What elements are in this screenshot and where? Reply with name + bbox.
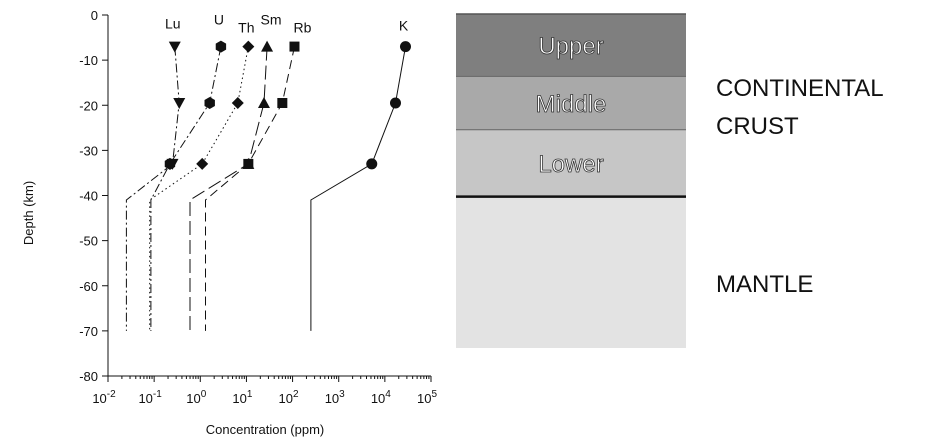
series-label: Th: [238, 20, 254, 36]
mantle-label: MANTLE: [716, 271, 813, 298]
triangle-up-marker: [261, 40, 274, 52]
series-lu: Lu: [125, 16, 186, 331]
triangle-up-marker: [257, 96, 270, 108]
square-marker: [243, 158, 254, 169]
series-label: Lu: [165, 16, 181, 32]
layer-lower: Lower: [456, 129, 686, 197]
plot-axes: 0 -10 -20 -30 -40 -50 -60 -70 -80 10-2 10-1 100 101 1…: [79, 8, 437, 406]
y-tick-label: -10: [79, 53, 98, 68]
y-axis-label: Depth (km): [21, 181, 36, 245]
series-k: K: [310, 18, 411, 331]
series-line: [150, 46, 222, 331]
layer-mantle: [456, 196, 686, 348]
y-tick-label: 0: [91, 8, 98, 23]
series-line: [125, 46, 180, 331]
circle-marker: [399, 41, 411, 53]
x-tick-label: 100: [186, 389, 206, 406]
x-tick-label: 105: [417, 389, 437, 406]
series-line: [205, 46, 295, 331]
y-tick-label: -50: [79, 234, 98, 249]
series-th: Th: [149, 20, 255, 331]
diamond-marker: [196, 157, 209, 170]
y-tick-label: -70: [79, 324, 98, 339]
x-tick-label: 101: [232, 389, 252, 406]
continental-crust-label-line2: CRUST: [716, 113, 799, 140]
series-sm: Sm: [189, 12, 282, 331]
layer-band: [456, 196, 686, 348]
series-label: K: [399, 18, 409, 34]
plot-series: Lu U Th Sm Rb K: [125, 12, 411, 331]
layer-band: [456, 129, 686, 197]
series-line: [149, 46, 249, 331]
layer-column: Upper Middle Lower: [456, 13, 686, 348]
layer-band: [456, 14, 686, 77]
y-tick-label: -20: [79, 98, 98, 113]
diamond-marker: [231, 96, 244, 109]
x-axis-label: Concentration (ppm): [206, 422, 325, 437]
series-label: Rb: [294, 20, 312, 36]
y-tick-label: -40: [79, 189, 98, 204]
hexagon-marker: [204, 96, 215, 109]
series-label: Sm: [261, 12, 282, 28]
x-tick-label: 103: [325, 389, 345, 406]
layer-middle: Middle: [456, 76, 686, 130]
series-label: U: [214, 12, 224, 28]
layer-label: Upper: [538, 33, 603, 60]
x-tick-label: 104: [371, 389, 391, 406]
series-line: [310, 46, 406, 331]
diamond-marker: [242, 40, 255, 53]
square-marker: [277, 97, 288, 108]
continental-crust-label-line1: CONTINENTAL: [716, 75, 884, 102]
y-tick-label: -30: [79, 143, 98, 158]
y-tick-label: -80: [79, 369, 98, 384]
triangle-down-marker: [168, 41, 181, 53]
x-tick-label: 102: [279, 389, 299, 406]
hexagon-marker: [215, 40, 227, 53]
hexagon-marker: [164, 157, 176, 170]
x-tick-label: 10-2: [92, 389, 116, 406]
triangle-down-marker: [173, 97, 186, 109]
square-marker: [289, 41, 300, 52]
circle-marker: [366, 158, 378, 170]
y-tick-label: -60: [79, 279, 98, 294]
circle-marker: [389, 97, 401, 109]
series-rb: Rb: [205, 20, 312, 331]
series-line: [189, 46, 268, 331]
layer-label: Lower: [538, 151, 603, 178]
series-u: U: [150, 12, 227, 331]
layer-label: Middle: [536, 91, 607, 118]
layer-upper: Upper: [456, 14, 686, 77]
layer-band: [456, 76, 686, 130]
x-tick-label: 10-1: [138, 389, 162, 406]
